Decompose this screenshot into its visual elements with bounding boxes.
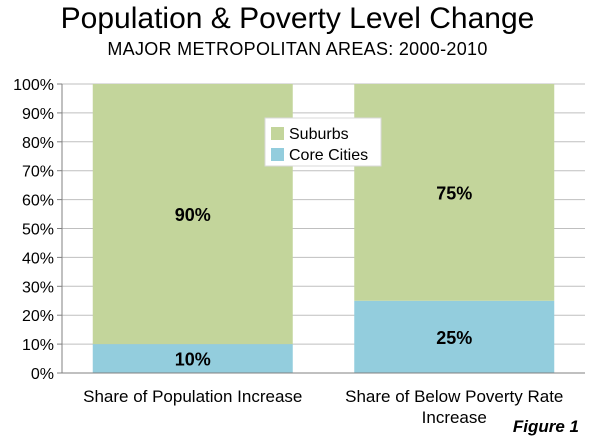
bars: 10% 90% 25% 75% bbox=[92, 84, 555, 373]
x-category-label: Share of Below Poverty Rate bbox=[345, 387, 563, 406]
bar-core-cities bbox=[92, 344, 293, 373]
legend-label: Core Cities bbox=[289, 147, 368, 164]
legend-label: Suburbs bbox=[289, 126, 349, 143]
bar-core-cities bbox=[354, 300, 555, 373]
y-tick-label: 60% bbox=[22, 193, 54, 210]
bar-suburbs bbox=[92, 84, 293, 345]
y-tick-label: 50% bbox=[22, 222, 54, 239]
legend: Suburbs Core Cities bbox=[264, 117, 382, 167]
y-tick-label: 0% bbox=[31, 366, 54, 383]
y-tick-label: 20% bbox=[22, 308, 54, 325]
legend-box bbox=[264, 117, 382, 167]
data-label: 90% bbox=[175, 205, 211, 225]
legend-swatch bbox=[271, 127, 284, 140]
y-tick-label: 40% bbox=[22, 250, 54, 267]
legend-swatch bbox=[271, 148, 284, 161]
y-tick-label: 10% bbox=[22, 337, 54, 354]
y-tick-label: 70% bbox=[22, 164, 54, 181]
x-axis: Share of Population Increase Share of Bel… bbox=[62, 372, 585, 427]
figure-label: Figure 1 bbox=[512, 417, 579, 436]
data-label: 75% bbox=[436, 183, 472, 203]
y-tick-label: 30% bbox=[22, 279, 54, 296]
chart-subtitle: MAJOR METROPOLITAN AREAS: 2000-2010 bbox=[107, 39, 488, 59]
chart-title: Population & Poverty Level Change bbox=[60, 2, 535, 35]
data-label: 10% bbox=[175, 350, 211, 370]
y-axis: 0% 10% 20% 30% 40% 50% 60% 70% 80% 90% 100% bbox=[13, 77, 63, 383]
bar-suburbs bbox=[354, 84, 555, 301]
y-tick-label: 80% bbox=[22, 135, 54, 152]
y-tick-label: 100% bbox=[13, 77, 54, 94]
data-label: 25% bbox=[436, 328, 472, 348]
x-category-label: Increase bbox=[422, 408, 487, 427]
x-category-label: Share of Population Increase bbox=[83, 387, 302, 406]
y-tick-label: 90% bbox=[22, 106, 54, 123]
